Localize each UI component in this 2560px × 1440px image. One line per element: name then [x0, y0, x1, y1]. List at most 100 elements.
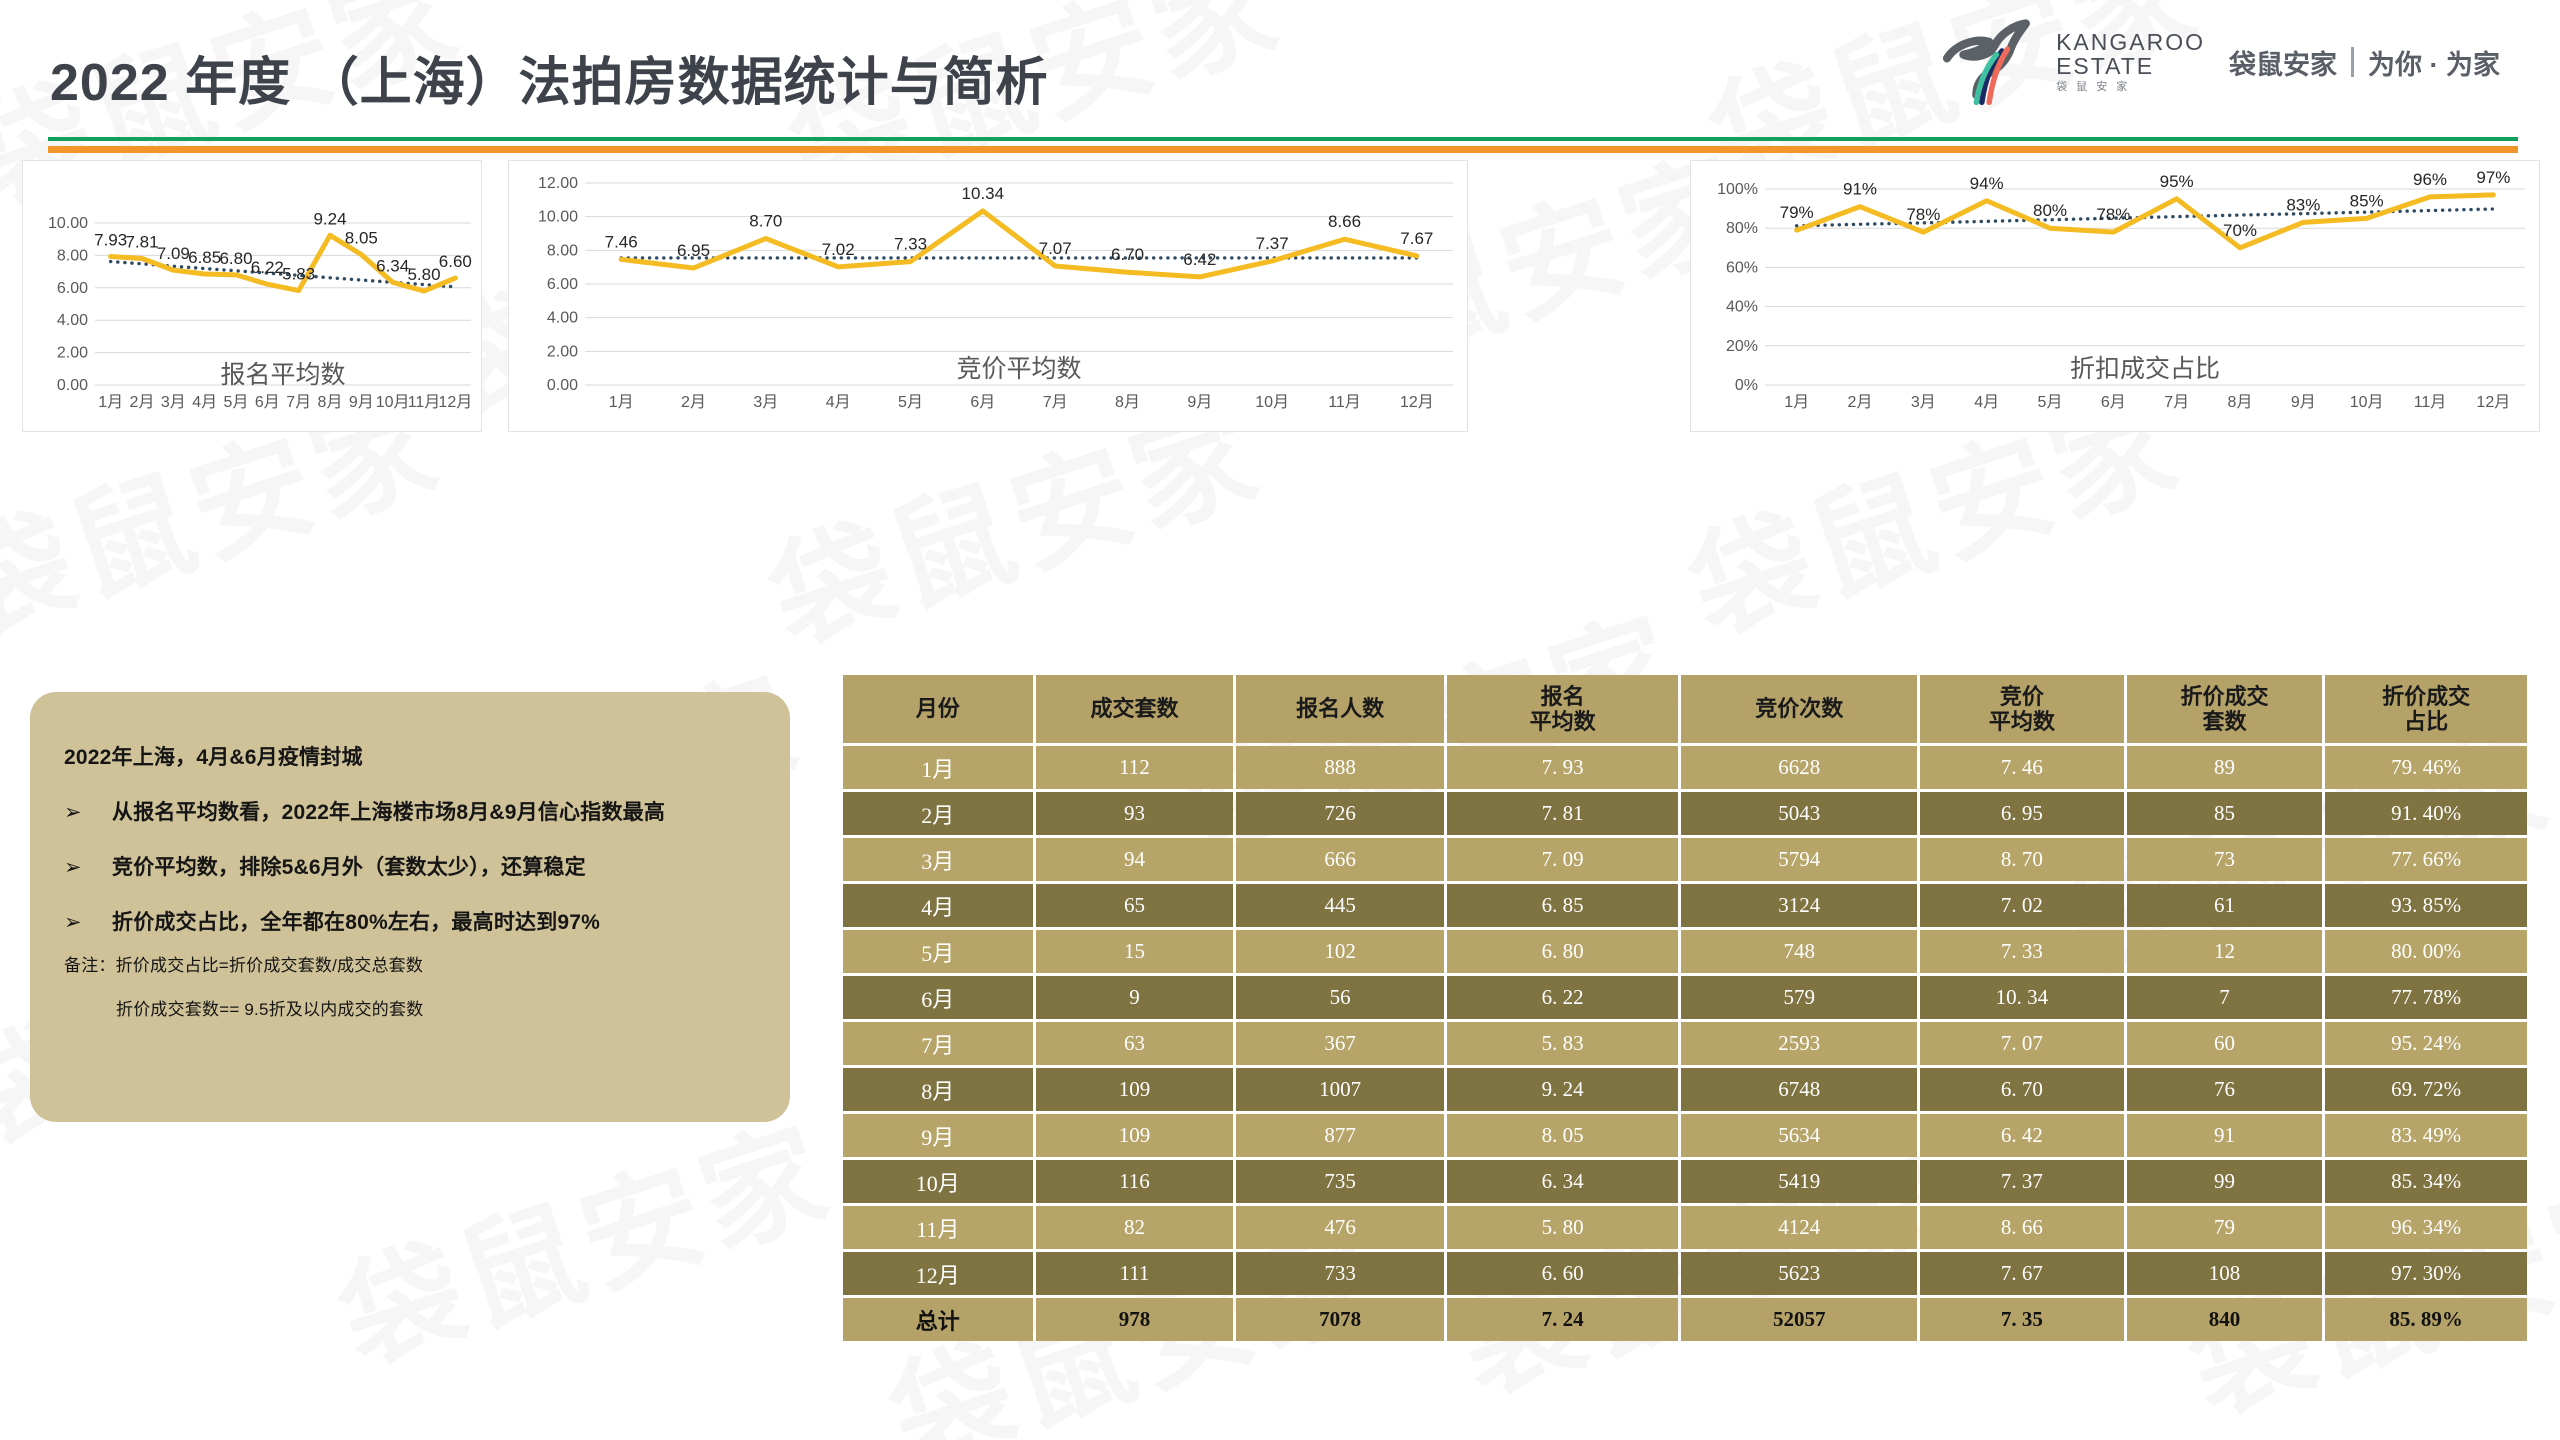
x-axis-tick: 7月 [2164, 394, 2189, 411]
data-label: 97% [2476, 168, 2510, 187]
table-cell: 5794 [1681, 838, 1918, 881]
data-label: 7.93 [94, 231, 127, 250]
table-header-cell-0: 月份 [843, 675, 1033, 743]
bullet-arrow-icon: ➢ [64, 855, 82, 879]
x-axis-tick: 8月 [318, 394, 343, 411]
y-axis-tick: 60% [1726, 259, 1758, 276]
table-total-cell: 978 [1035, 1298, 1234, 1341]
table-cell: 85 [2126, 792, 2323, 835]
x-axis-tick: 6月 [2101, 394, 2126, 411]
data-label: 5.83 [282, 265, 315, 284]
table-cell: 7. 02 [1920, 884, 2124, 927]
table-total-cell: 7. 24 [1446, 1298, 1679, 1341]
x-axis-tick: 1月 [98, 394, 123, 411]
data-line [1794, 192, 2496, 251]
chart-canvas: 0% 20% 40% 60% 80% 100% 79% 91% 78% 94% 80% 78% 95% 7… [1717, 168, 2525, 411]
table-total-cell: 52057 [1681, 1298, 1918, 1341]
x-axis-tick: 2月 [130, 394, 155, 411]
table-cell: 1007 [1236, 1068, 1444, 1111]
x-axis-tick: 8月 [1115, 394, 1140, 411]
table-row: 8月 109 1007 9. 24 6748 6. 70 76 69. 72% [843, 1068, 2527, 1111]
x-axis-tick: 6月 [255, 394, 280, 411]
table-cell: 112 [1035, 746, 1234, 789]
table-cell: 15 [1035, 930, 1234, 973]
table-cell: 735 [1236, 1160, 1444, 1203]
table-cell: 2593 [1681, 1022, 1918, 1065]
logo: KANGAROO ESTATE 袋 鼠 安 家 [1936, 18, 2205, 106]
chart-title: 折扣成交占比 [2070, 355, 2220, 383]
table-cell-month: 6月 [843, 976, 1033, 1019]
table-cell: 5634 [1681, 1114, 1918, 1157]
table-cell: 733 [1236, 1252, 1444, 1295]
table-cell: 63 [1035, 1022, 1234, 1065]
y-axis-tick: 40% [1726, 299, 1758, 316]
table-cell-month: 2月 [843, 792, 1033, 835]
brand-block: KANGAROO ESTATE 袋 鼠 安 家 袋鼠安家 为你 · 为家 [1936, 18, 2500, 106]
insight-bullet-2: ➢ 竞价平均数，排除5&6月外（套数太少），还算稳定 [64, 848, 754, 889]
data-line [108, 232, 458, 294]
table-row: 1月 112 888 7. 93 6628 7. 46 89 79. 46% [843, 746, 2527, 789]
y-axis-tick: 10.00 [48, 215, 88, 232]
x-axis-tick: 7月 [286, 394, 311, 411]
table-cell: 5623 [1681, 1252, 1918, 1295]
x-axis-tick: 5月 [224, 394, 249, 411]
table-cell: 476 [1236, 1206, 1444, 1249]
insight-intro: 2022年上海，4月&6月疫情封城 [64, 746, 363, 769]
x-axis-tick: 2月 [1848, 394, 1873, 411]
remark-formula: 备注：折价成交占比=折价成交套数/成交总套数 [64, 955, 424, 975]
data-label: 7.67 [1400, 229, 1433, 248]
chart-canvas: 0.00 2.00 4.00 6.00 8.00 10.00 12.00 7.46 6.95 8.… [538, 175, 1453, 411]
y-axis-tick: 0.00 [547, 377, 578, 394]
logo-line-3: 袋 鼠 安 家 [2056, 81, 2131, 94]
table-cell: 65 [1035, 884, 1234, 927]
table-total-cell: 7. 35 [1920, 1298, 2124, 1341]
table-cell: 666 [1236, 838, 1444, 881]
table-cell: 7 [2126, 976, 2323, 1019]
y-axis-tick: 100% [1717, 181, 1758, 198]
data-label: 6.95 [677, 241, 710, 260]
table-cell: 76 [2126, 1068, 2323, 1111]
table-cell: 3124 [1681, 884, 1918, 927]
x-axis-tick: 1月 [609, 394, 634, 411]
table-cell-month: 12月 [843, 1252, 1033, 1295]
data-label: 85% [2350, 191, 2384, 210]
table-total-cell: 7078 [1236, 1298, 1444, 1341]
monthly-statistics-table: 月份 成交套数 报名人数 报名 平均数 竞价次数 竞价 平均数 折价成交 套数 折价成交 占比 1月 1… [840, 672, 2530, 1344]
insight-bullet-1: ➢ 从报名平均数看，2022年上海楼市场8月&9月信心指数最高 [64, 793, 754, 834]
table-header-row: 月份 成交套数 报名人数 报名 平均数 竞价次数 竞价 平均数 折价成交 套数 折价成交 占比 [843, 675, 2527, 743]
table-header-cell-6: 折价成交 套数 [2126, 675, 2323, 743]
data-label: 6.34 [376, 256, 409, 275]
data-label: 8.05 [345, 229, 378, 248]
x-axis-tick: 12月 [438, 394, 472, 411]
data-label: 7.81 [125, 232, 158, 251]
data-label: 83% [2286, 195, 2320, 214]
data-label: 80% [2033, 201, 2067, 220]
table-cell-month: 1月 [843, 746, 1033, 789]
data-label: 8.70 [749, 212, 782, 231]
table-cell: 9 [1035, 976, 1234, 1019]
table-cell: 109 [1035, 1068, 1234, 1111]
data-label: 6.42 [1183, 250, 1216, 269]
table-cell: 73 [2126, 838, 2323, 881]
data-label: 10.34 [962, 184, 1005, 203]
x-axis-tick: 11月 [1328, 394, 1361, 411]
table-cell: 6. 42 [1920, 1114, 2124, 1157]
table-row: 2月 93 726 7. 81 5043 6. 95 85 91. 40% [843, 792, 2527, 835]
table-cell-month: 8月 [843, 1068, 1033, 1111]
table-cell-month: 11月 [843, 1206, 1033, 1249]
table-cell: 95. 24% [2325, 1022, 2527, 1065]
chart-zhekou-chengjiao-zhanbi: 0% 20% 40% 60% 80% 100% 79% 91% 78% 94% 80% 78% 95% 7… [1690, 160, 2540, 432]
table-header-cell-4: 竞价次数 [1681, 675, 1918, 743]
table-cell: 10. 34 [1920, 976, 2124, 1019]
table-cell: 7. 37 [1920, 1160, 2124, 1203]
table-total-label: 总计 [843, 1298, 1033, 1341]
chart-jingjia-pingjunshu: 0.00 2.00 4.00 6.00 8.00 10.00 12.00 7.46 6.95 8.… [508, 160, 1468, 432]
y-axis-tick: 2.00 [57, 345, 88, 362]
page-title: 2022 年度 （上海）法拍房数据统计与简析 [50, 54, 1049, 112]
table-cell: 726 [1236, 792, 1444, 835]
insight-bullet-2-text: 竞价平均数，排除5&6月外（套数太少），还算稳定 [112, 855, 586, 879]
data-label: 7.46 [605, 232, 638, 251]
table-cell: 8. 70 [1920, 838, 2124, 881]
page-header: 2022 年度 （上海）法拍房数据统计与简析 KANGAROO ESTATE 袋… [0, 0, 2560, 153]
table-cell: 748 [1681, 930, 1918, 973]
